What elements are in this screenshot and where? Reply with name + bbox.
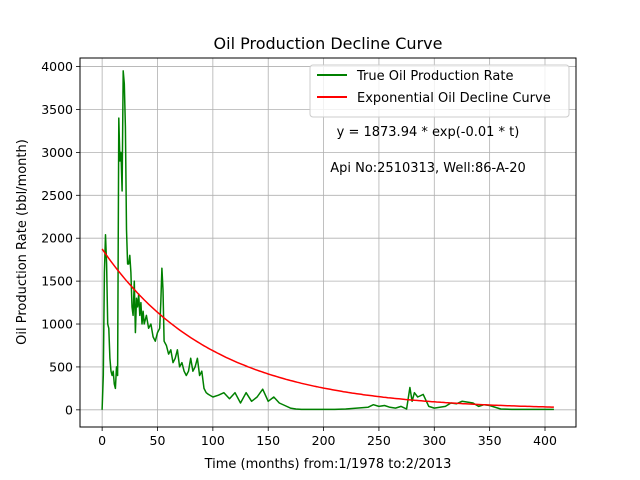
series-true-oil-production-rate: [101, 70, 554, 411]
fit-equation-annotation: y = 1873.94 * exp(-0.01 * t): [337, 125, 520, 140]
chart-title: Oil Production Decline Curve: [214, 34, 443, 53]
y-tick-label: 0: [65, 402, 73, 417]
legend: True Oil Production Rate Exponential Oil…: [309, 64, 570, 118]
y-tick-label: 1500: [41, 274, 73, 289]
x-axis-ticks: 0 50 100 150 200 250 300 350 400: [98, 427, 557, 448]
legend-box: [309, 64, 570, 118]
y-tick-label: 3500: [41, 102, 73, 117]
x-tick-label: 150: [256, 433, 280, 448]
x-tick-label: 350: [478, 433, 502, 448]
legend-label-true-rate: True Oil Production Rate: [356, 69, 513, 84]
x-tick-label: 400: [533, 433, 557, 448]
y-tick-label: 3000: [41, 145, 73, 160]
plot-frame: [79, 57, 577, 428]
x-tick-label: 300: [422, 433, 446, 448]
x-tick-label: 200: [312, 433, 336, 448]
plot-lines: [101, 70, 554, 411]
x-tick-label: 50: [150, 433, 166, 448]
y-tick-label: 4000: [41, 59, 73, 74]
y-tick-label: 2000: [41, 231, 73, 246]
x-tick-label: 250: [367, 433, 391, 448]
x-axis-label: Time (months) from:1/1978 to:2/2013: [204, 457, 452, 472]
y-axis-label: Oil Production Rate (bbl/month): [15, 139, 30, 345]
x-tick-label: 0: [98, 433, 106, 448]
well-info-annotation: Api No:2510313, Well:86-A-20: [330, 161, 526, 176]
legend-label-exponential-fit: Exponential Oil Decline Curve: [357, 91, 551, 106]
y-tick-label: 500: [49, 359, 73, 374]
y-tick-label: 2500: [41, 188, 73, 203]
x-tick-label: 100: [201, 433, 225, 448]
y-axis-ticks: 0 500 1000 1500 2000 2500 3000 3500 4000: [41, 59, 80, 417]
y-tick-label: 1000: [41, 317, 73, 332]
series-exponential-oil-decline-curve: [101, 248, 554, 408]
